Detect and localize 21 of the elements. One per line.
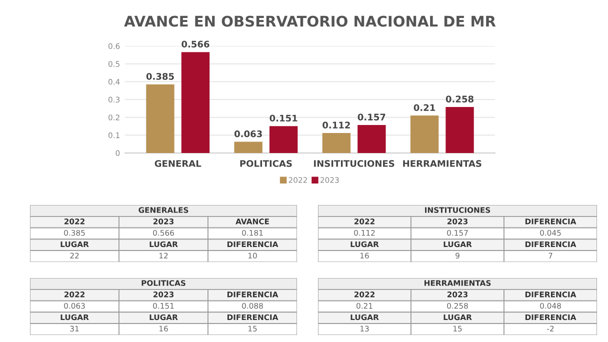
x-tick-label: INSITITUCIONES [314, 160, 394, 167]
bar [410, 116, 439, 153]
data-label: 0.112 [322, 122, 350, 128]
x-tick-label: POLITICAS [240, 160, 292, 167]
bar [146, 84, 174, 153]
data-label: 0.566 [182, 40, 210, 48]
data-label: 0.063 [234, 130, 262, 138]
bar [234, 142, 262, 153]
x-tick-label: HERRAMIENTAS [403, 160, 482, 167]
bar [181, 52, 210, 153]
data-label: 0.21 [414, 104, 436, 112]
bar [446, 106, 474, 153]
data-label: 0.258 [446, 96, 474, 102]
data-label: 0.151 [270, 114, 298, 122]
bar [322, 133, 351, 153]
bar [358, 125, 386, 153]
x-tick-label: GENERAL [154, 160, 202, 167]
data-label: 0.385 [146, 72, 174, 80]
data-label: 0.157 [358, 114, 386, 120]
chart-title: AVANCE EN OBSERVATORIO NACIONAL DE MR [124, 16, 496, 27]
bar [269, 126, 298, 153]
